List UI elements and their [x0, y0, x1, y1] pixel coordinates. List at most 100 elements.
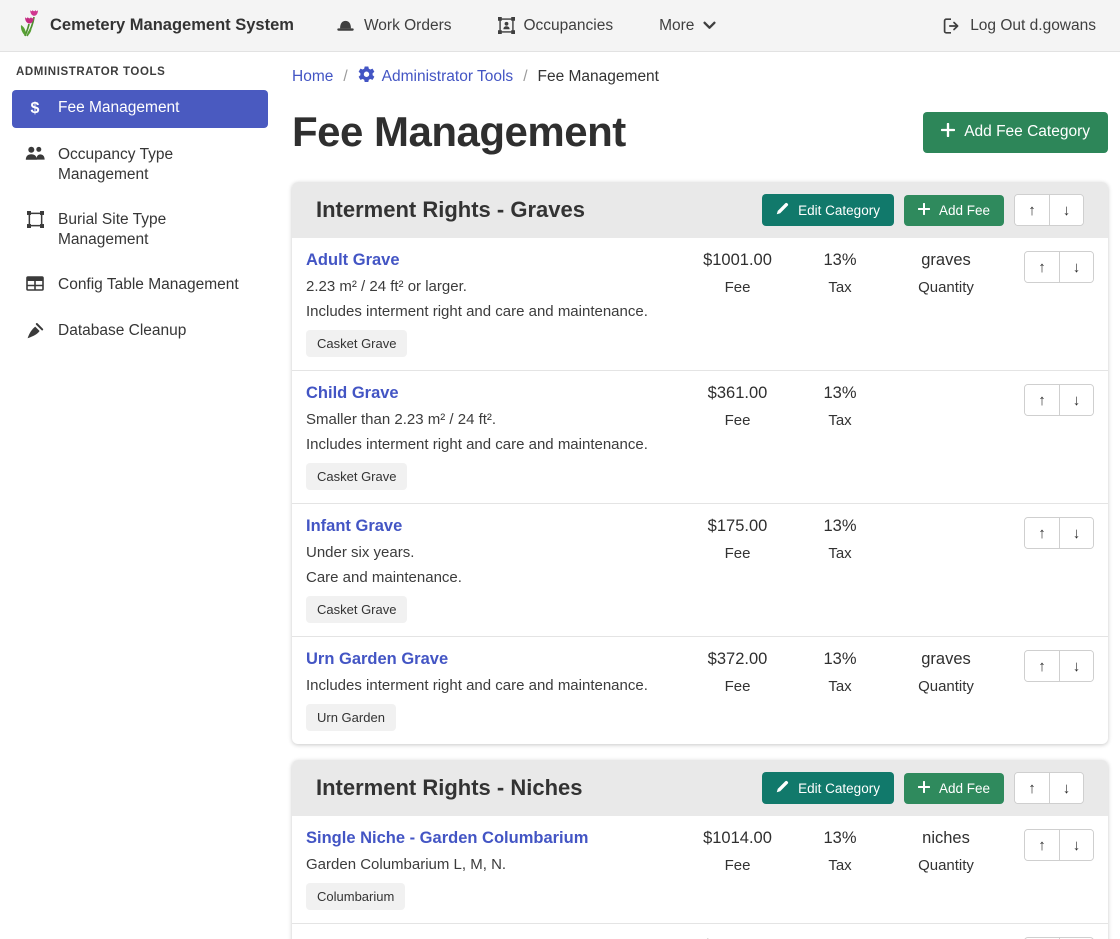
fee-name-link[interactable]: Infant Grave [306, 517, 403, 535]
brand[interactable]: Cemetery Management System [18, 8, 294, 43]
fee-tag: Columbarium [306, 883, 406, 910]
sidebar-item-label: Burial Site Type Management [58, 211, 167, 249]
sidebar-item-config-table[interactable]: Config Table Management [12, 267, 268, 303]
fee-amount: $361.00 [707, 384, 768, 402]
quantity-label: Quantity [918, 857, 974, 874]
fee-label: Fee [724, 545, 751, 562]
nav-occupancies[interactable]: Occupancies [497, 16, 614, 35]
pencil-icon [776, 202, 789, 218]
fee-label: Fee [724, 412, 751, 429]
move-fee-up-button[interactable]: ↑ [1025, 252, 1059, 282]
fee-description: 2.23 m² / 24 ft² or larger. [306, 278, 467, 295]
plus-icon [917, 202, 931, 218]
fee-name-link[interactable]: Child Grave [306, 384, 399, 402]
fee-row: Adult Grave 2.23 m² / 24 ft² or larger. … [292, 238, 1108, 370]
fee-description: Garden Columbarium L, M, N. [306, 856, 507, 873]
fee-row: Child Grave Smaller than 2.23 m² / 24 ft… [292, 370, 1108, 503]
fee-row: Infant Grave Under six years. Care and m… [292, 503, 1108, 636]
sidebar-item-fee-management[interactable]: $ Fee Management [12, 90, 268, 128]
add-fee-button[interactable]: Add Fee [903, 772, 1004, 804]
nav-occupancies-label: Occupancies [523, 16, 614, 34]
add-fee-category-button[interactable]: Add Fee Category [923, 111, 1108, 153]
add-fee-button[interactable]: Add Fee [903, 194, 1004, 226]
move-category-down-button[interactable]: ↓ [1049, 195, 1083, 225]
quantity-unit: niches [922, 829, 970, 847]
main-content: Home / Administrator Tools / Fee Managem… [280, 52, 1120, 939]
fee-amount: $1646.00 [685, 937, 790, 939]
move-fee-up-button[interactable]: ↑ [1025, 651, 1059, 681]
fee-description: Includes interment right and care and ma… [306, 677, 648, 694]
category-title: Interment Rights - Graves [316, 197, 585, 222]
tax-value: 13% [823, 650, 857, 668]
fee-tag: Casket Grave [306, 463, 408, 490]
frame-icon [24, 211, 46, 229]
tax-label: Tax [828, 857, 852, 874]
move-category-up-button[interactable]: ↑ [1015, 195, 1049, 225]
category-title: Interment Rights - Niches [316, 775, 583, 800]
fee-tag: Casket Grave [306, 330, 408, 357]
occupant-frame-icon [497, 17, 515, 34]
sidebar-item-database-cleanup[interactable]: Database Cleanup [12, 313, 268, 349]
sidebar: ADMINISTRATOR TOOLS $ Fee Management Occ… [0, 52, 280, 939]
tax-value: 13% [823, 251, 857, 269]
logout-button[interactable]: Log Out d.gowans [943, 17, 1096, 35]
sidebar-item-occupancy-type[interactable]: Occupancy Type Management [12, 137, 268, 193]
sidebar-item-label: Fee Management [58, 99, 180, 116]
fee-name-link[interactable]: Adult Grave [306, 251, 400, 269]
move-fee-up-button[interactable]: ↑ [1025, 385, 1059, 415]
tax-value: 13% [823, 517, 857, 535]
fee-name-link[interactable]: Urn Garden Grave [306, 650, 449, 668]
nav-more-label: More [659, 16, 695, 34]
pencil-icon [776, 780, 789, 796]
quantity-unit: graves [921, 650, 971, 668]
fee-description: Care and maintenance. [306, 569, 462, 586]
move-fee-down-button[interactable]: ↓ [1059, 385, 1093, 415]
tax-label: Tax [828, 545, 852, 562]
fee-amount: $175.00 [707, 517, 768, 535]
fee-description: Includes interment right and care and ma… [306, 303, 648, 320]
move-fee-down-button[interactable]: ↓ [1059, 651, 1093, 681]
fee-label: Fee [724, 279, 751, 296]
logout-icon [943, 17, 961, 34]
move-category-up-button[interactable]: ↑ [1015, 773, 1049, 803]
nav-work-orders-label: Work Orders [363, 16, 452, 34]
breadcrumb-admin-tools-link[interactable]: Administrator Tools [381, 68, 514, 85]
plus-icon [917, 780, 931, 796]
sidebar-item-burial-site-type[interactable]: Burial Site Type Management [12, 202, 268, 258]
quantity-label: Quantity [918, 279, 974, 296]
broom-icon [24, 322, 46, 340]
tax-label: Tax [828, 678, 852, 695]
nav-work-orders[interactable]: Work Orders [336, 17, 452, 35]
fee-name-link[interactable]: Single Niche - Garden Columbarium [306, 829, 589, 847]
dollar-icon: $ [30, 100, 40, 117]
fee-row: Urn Garden Grave Includes interment righ… [292, 636, 1108, 744]
nav-more[interactable]: More [659, 16, 717, 35]
sidebar-item-label: Occupancy Type Management [58, 145, 174, 183]
move-fee-down-button[interactable]: ↓ [1059, 518, 1093, 548]
move-fee-up-button[interactable]: ↑ [1025, 518, 1059, 548]
fee-category-card-niches: Interment Rights - Niches Edit Category … [292, 760, 1108, 939]
quantity-unit: niches [890, 937, 1002, 939]
people-icon [24, 146, 46, 161]
brand-title: Cemetery Management System [50, 16, 294, 34]
edit-category-button[interactable]: Edit Category [762, 194, 894, 226]
fee-description: Smaller than 2.23 m² / 24 ft². [306, 411, 497, 428]
fee-amount: $372.00 [707, 650, 768, 668]
plus-icon [940, 122, 956, 142]
tax-label: Tax [828, 279, 852, 296]
fee-category-card-graves: Interment Rights - Graves Edit Category … [292, 182, 1108, 744]
category-header: Interment Rights - Niches Edit Category … [292, 760, 1108, 816]
move-fee-down-button[interactable]: ↓ [1059, 830, 1093, 860]
fee-tag: Casket Grave [306, 596, 408, 623]
sidebar-item-label: Config Table Management [58, 276, 239, 294]
chevron-down-icon [703, 21, 717, 30]
fee-description: Under six years. [306, 544, 415, 561]
move-fee-up-button[interactable]: ↑ [1025, 830, 1059, 860]
move-fee-down-button[interactable]: ↓ [1059, 252, 1093, 282]
edit-category-button[interactable]: Edit Category [762, 772, 894, 804]
breadcrumb-home-link[interactable]: Home [292, 68, 334, 85]
tulip-logo-icon [18, 8, 42, 43]
table-icon [24, 276, 46, 292]
move-category-down-button[interactable]: ↓ [1049, 773, 1083, 803]
fee-name-link[interactable]: Companion Niche - Garden Columbarium [306, 937, 630, 939]
